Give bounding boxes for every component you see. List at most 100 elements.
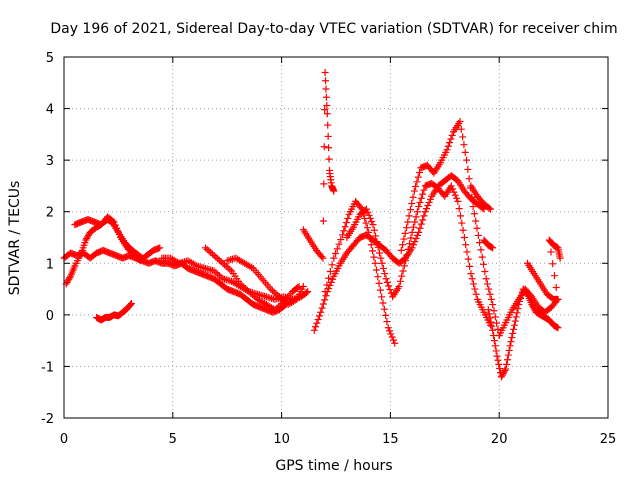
data-point [554,324,562,332]
data-point [419,190,427,198]
data-point [495,360,503,368]
data-point [425,198,433,206]
data-point [477,246,485,254]
series-arc-c [71,213,164,265]
data-point [527,291,535,299]
data-point [399,241,407,249]
data-point [321,288,329,296]
data-point [341,223,349,231]
data-point [313,319,321,327]
data-point [408,228,416,236]
data-point [364,208,372,216]
data-point [487,295,495,303]
x-tick-label: 25 [600,432,617,447]
data-point [156,244,164,252]
data-point [322,77,330,85]
data-point [468,275,476,283]
data-point [201,244,209,252]
series-arc-p [467,182,494,213]
data-point [514,305,522,313]
data-point [111,221,119,229]
data-point [66,274,74,282]
data-point [460,234,468,241]
data-point [326,268,334,276]
data-point [407,234,415,242]
data-point [505,346,513,354]
data-point [322,292,330,300]
data-point [493,319,501,327]
data-point [552,284,560,292]
data-point [344,214,352,222]
data-point [447,182,455,190]
data-point [502,365,510,373]
data-point [463,248,471,256]
series-arc-n [495,285,562,339]
data-point [365,211,373,219]
series-arc-d [93,300,135,324]
data-point [486,290,494,298]
data-point [310,326,318,334]
data-point [511,317,519,325]
data-point [337,236,345,244]
data-point [492,347,500,355]
chart-title: Day 196 of 2021, Sidereal Day-to-day VTE… [50,21,617,37]
data-point [412,213,420,221]
data-point [330,187,338,195]
data-point [317,308,325,316]
data-point [446,139,454,147]
series-arc-j [321,197,399,347]
x-tick-label: 15 [382,432,399,447]
data-point [489,326,497,334]
data-point [504,351,512,359]
data-point [507,338,515,346]
data-point [405,212,413,220]
y-tick-label: 5 [46,51,54,66]
data-point [472,290,480,298]
series-arc-g [223,254,307,309]
data-point [208,250,216,258]
data-point [369,221,377,229]
data-point [384,324,392,332]
data-point [494,325,502,333]
data-point [322,93,330,101]
data-point [376,249,384,257]
data-point [127,300,135,308]
data-point [304,288,312,296]
data-point [321,296,329,304]
data-point [385,282,393,290]
data-point [510,325,518,333]
y-tick-label: 4 [46,103,54,118]
data-point [113,224,121,232]
data-point [485,204,493,212]
data-point [371,259,379,267]
data-point [397,246,405,254]
data-point [409,241,417,249]
data-point [513,309,521,317]
data-point [424,202,432,210]
x-tick-label: 0 [60,432,68,447]
data-point [470,280,478,288]
data-point [481,268,489,276]
data-point [554,295,562,303]
y-tick-label: -1 [41,360,54,375]
data-point [421,208,429,216]
data-point [416,198,424,206]
data-point [491,342,499,350]
plot-frame [63,56,609,419]
data-point [402,257,410,265]
data-point [401,229,409,237]
data-point [468,193,476,201]
data-point [319,300,327,308]
series-arc-i [310,172,488,334]
data-point [547,248,555,256]
data-point [489,301,497,309]
data-point [340,227,348,235]
data-point [417,194,425,202]
data-point [508,334,516,342]
data-point [461,148,469,156]
data-point [509,329,517,337]
data-point [480,260,488,268]
y-tick-label: 2 [46,206,54,221]
data-point [315,312,323,320]
data-point [503,356,511,364]
